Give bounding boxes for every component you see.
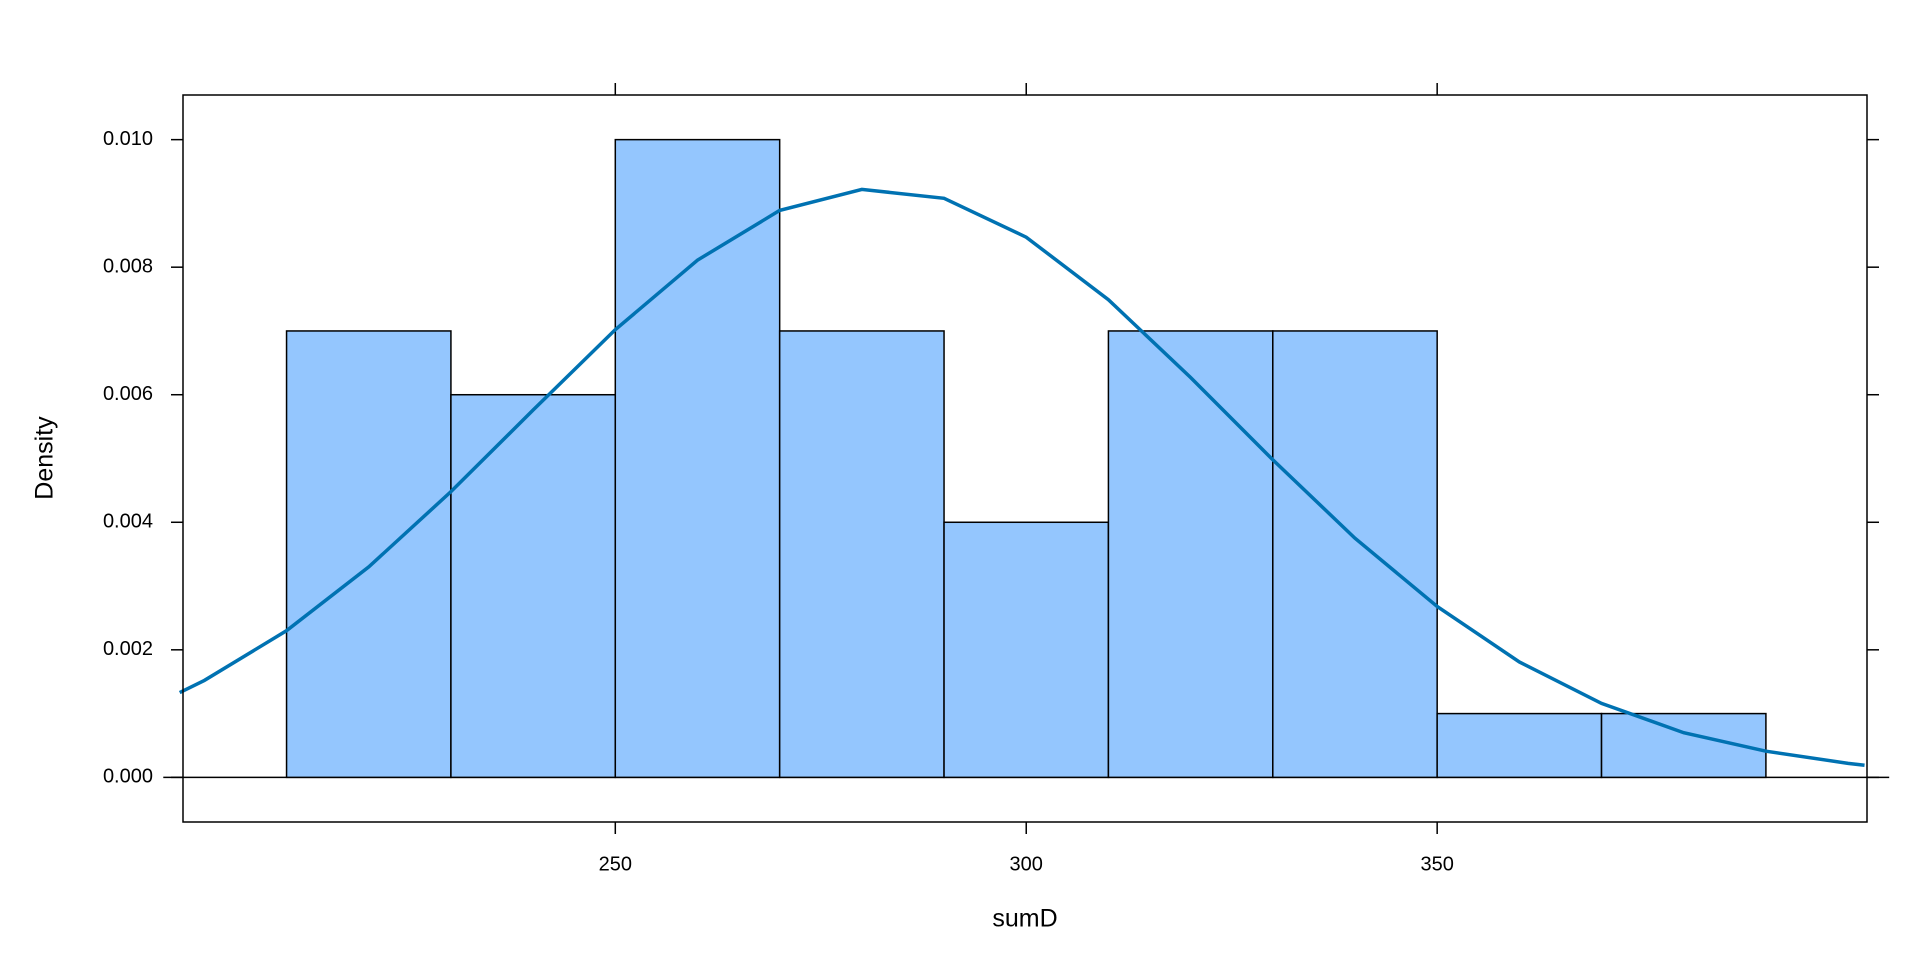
x-axis-label: sumD: [992, 905, 1057, 933]
x-tick-label: 350: [1420, 853, 1453, 875]
y-tick-label: 0.010: [103, 128, 153, 150]
bar: [285, 330, 452, 779]
plot-frame: [182, 94, 1868, 823]
bar: [778, 330, 945, 779]
y-tick-label: 0.002: [103, 638, 153, 660]
bar: [1107, 330, 1274, 779]
density-curve: [178, 187, 1865, 767]
bar: [450, 393, 617, 779]
x-tick-label: 250: [599, 853, 632, 875]
bar: [943, 521, 1110, 779]
y-tick-label: 0.004: [103, 511, 153, 533]
y-axis-label: Density: [31, 416, 59, 500]
bar: [1436, 712, 1603, 779]
bar: [1272, 330, 1438, 779]
y-tick-label: 0.008: [103, 255, 153, 277]
y-tick-label: 0.006: [103, 383, 153, 405]
bar: [614, 138, 781, 779]
y-tick-label: 0.000: [103, 766, 153, 788]
x-tick-label: 300: [1010, 853, 1043, 875]
